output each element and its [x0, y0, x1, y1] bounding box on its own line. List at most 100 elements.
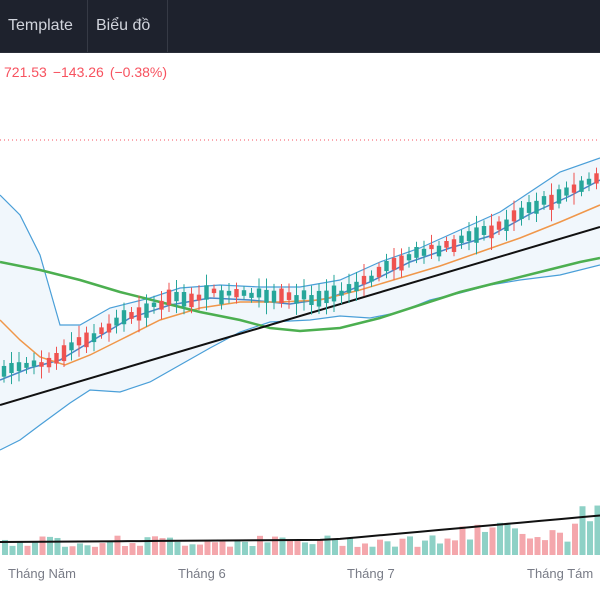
candle-body: [69, 342, 74, 351]
candle-body: [316, 290, 322, 307]
volume-bar: [512, 528, 518, 555]
volume-bar: [212, 542, 218, 555]
price-change: −143.26: [52, 64, 104, 80]
volume-bar: [527, 538, 533, 555]
candle-body: [511, 210, 517, 222]
volume-bar: [47, 536, 53, 555]
candle-body: [451, 239, 457, 252]
candle-body: [481, 226, 487, 235]
candle-body: [301, 290, 307, 300]
candle-body: [136, 307, 142, 321]
candle-body: [526, 202, 532, 213]
candle-body: [46, 357, 52, 368]
candle-body: [264, 289, 269, 303]
candle-body: [571, 184, 577, 193]
toolbar-divider: [167, 0, 168, 52]
candle-body: [106, 323, 112, 333]
volume-bar: [54, 537, 61, 555]
volume-bar: [392, 546, 398, 555]
candle-body: [211, 288, 217, 294]
candle-body: [331, 285, 337, 302]
candle-body: [286, 292, 292, 300]
volume-bar: [579, 506, 586, 555]
volume-bar: [459, 526, 466, 555]
volume-bar: [84, 545, 91, 555]
chart-type-button[interactable]: Biểu đồ: [96, 17, 151, 34]
volume-bar: [369, 546, 376, 555]
candle-body: [459, 235, 464, 243]
candle-body: [489, 225, 494, 239]
last-price: 721.53: [4, 64, 47, 80]
volume-bar: [534, 537, 541, 555]
volume-bar: [227, 546, 233, 555]
price-legend: 721.53 −143.26 (−0.38%): [4, 64, 173, 80]
x-axis-label-may: Tháng Năm: [8, 566, 76, 581]
candle-body: [399, 255, 404, 271]
volume-bar: [519, 533, 526, 555]
mid-moving-average: [0, 204, 600, 366]
toolbar-divider: [87, 0, 88, 52]
candle-body: [189, 293, 194, 308]
candle-body: [61, 345, 67, 362]
trendline[interactable]: [0, 226, 600, 406]
candle-body: [586, 178, 592, 185]
candle-body: [534, 200, 539, 214]
volume-bar: [167, 537, 173, 555]
volume-bar: [69, 546, 76, 555]
volume-bar: [62, 546, 68, 555]
candle-body: [436, 245, 442, 257]
volume-bar: [332, 539, 338, 555]
volume-bar: [159, 538, 166, 555]
volume-bar: [467, 539, 473, 555]
candle-body: [354, 281, 359, 292]
volume-bar: [399, 538, 406, 555]
candle-body: [429, 244, 434, 250]
volume-bar: [324, 535, 331, 555]
candle-body: [414, 246, 419, 258]
volume-bar: [2, 539, 8, 555]
volume-bar: [302, 542, 308, 555]
candle-body: [1, 365, 7, 377]
candle-body: [474, 227, 479, 243]
candle-body: [556, 189, 562, 204]
volume-bar: [444, 538, 451, 555]
volume-bar: [144, 537, 151, 555]
volume-bar: [174, 541, 181, 555]
volume-bar: [489, 527, 496, 555]
volume-bar: [219, 541, 226, 555]
volume-bar: [594, 505, 600, 555]
template-button[interactable]: Template: [8, 17, 73, 34]
volume-bar: [197, 544, 203, 555]
short-moving-average: [0, 179, 600, 381]
candle-body: [519, 207, 524, 219]
volume-bar: [294, 539, 301, 555]
candle-body: [579, 180, 584, 192]
volume-bar: [354, 546, 361, 555]
volume-bar: [309, 544, 316, 555]
candle-body: [159, 300, 164, 310]
candle-body: [151, 302, 157, 307]
candle-body: [294, 295, 299, 304]
volume-bar: [77, 543, 83, 555]
volume-bar: [122, 546, 128, 555]
price-chart[interactable]: Tháng Năm Tháng 6 Tháng 7 Tháng Tám: [0, 52, 600, 600]
volume-bar: [32, 541, 38, 555]
bollinger-upper-band: [0, 157, 600, 326]
candle-body: [549, 194, 554, 210]
volume-bar: [272, 536, 278, 555]
candle-body: [174, 291, 179, 302]
candle-body: [421, 248, 427, 256]
volume-bar: [384, 541, 391, 555]
volume-bar: [542, 540, 548, 555]
candle-body: [496, 221, 502, 230]
volume-bar: [407, 536, 413, 555]
volume-bar: [414, 546, 421, 555]
volume-series: [2, 505, 600, 555]
volume-bar: [189, 544, 196, 555]
candle-body: [594, 173, 599, 184]
candle-body: [39, 362, 44, 367]
volume-moving-average: [0, 514, 600, 543]
candle-body: [376, 266, 382, 278]
volume-bar: [557, 532, 563, 555]
candle-body: [234, 289, 239, 298]
